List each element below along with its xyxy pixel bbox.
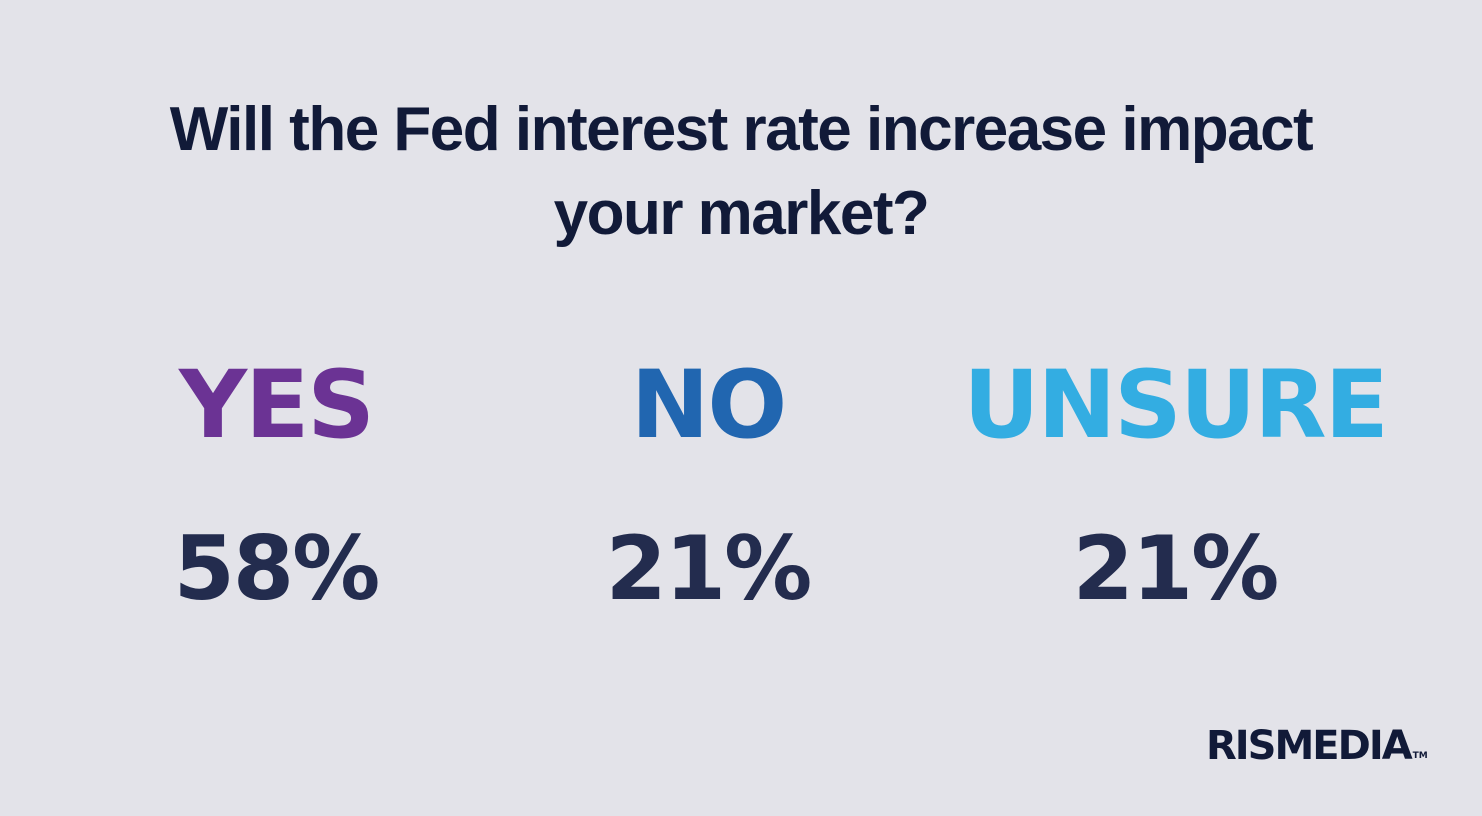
logo-wordmark: RISMEDIA — [1206, 723, 1413, 769]
answer-no-label: NO — [630, 351, 788, 460]
poll-question-line-1: Will the Fed interest rate increase impa… — [169, 95, 1314, 164]
poll-question-line-2: your market? — [553, 179, 930, 248]
answer-unsure: UNSURE 21% — [955, 348, 1395, 624]
answer-no-percent: 21% — [605, 517, 813, 620]
answer-unsure-label: UNSURE — [963, 351, 1389, 460]
answer-no: NO 21% — [548, 348, 868, 624]
logo-trademark: TM — [1412, 751, 1428, 761]
answer-yes-label: YES — [179, 351, 375, 460]
answer-yes: YES 58% — [116, 348, 436, 624]
answer-yes-percent: 58% — [173, 517, 381, 620]
poll-question: Will the Fed interest rate increase impa… — [0, 88, 1482, 256]
rismedia-logo: RISMEDIA TM — [1206, 718, 1436, 774]
answer-unsure-percent: 21% — [1072, 517, 1280, 620]
